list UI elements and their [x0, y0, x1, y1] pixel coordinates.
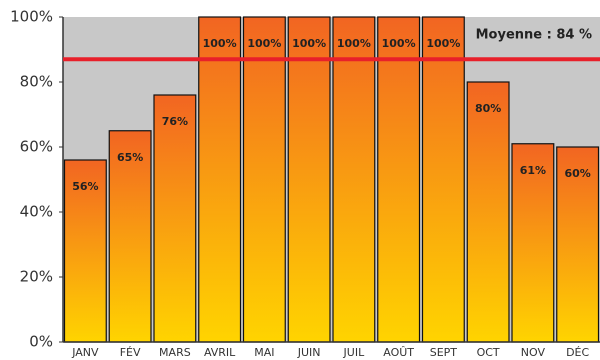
- x-tick-label: SEPT: [430, 346, 458, 359]
- bar: [153, 94, 197, 343]
- value-label: 100%: [426, 37, 460, 50]
- x-tick-label: JUIN: [297, 346, 321, 359]
- value-label: 65%: [117, 151, 143, 164]
- value-label: 100%: [247, 37, 281, 50]
- y-tick-label: 60%: [20, 138, 53, 156]
- value-label: 80%: [475, 102, 501, 115]
- bar: [332, 16, 376, 343]
- x-tick-label: OCT: [477, 346, 500, 359]
- x-tick-label: AOÛT: [383, 346, 414, 359]
- x-tick-label: NOV: [521, 346, 546, 359]
- x-tick-label: AVRIL: [204, 346, 236, 359]
- value-label: 100%: [337, 37, 371, 50]
- x-tick-label: DÉC: [566, 346, 589, 359]
- bar: [287, 16, 331, 343]
- y-tick-label: 20%: [20, 268, 53, 286]
- bar: [63, 159, 107, 343]
- x-tick-label: JUIL: [343, 346, 366, 359]
- average-annotation: Moyenne : 84 %: [476, 28, 592, 43]
- y-tick-label: 100%: [10, 8, 53, 26]
- value-label: 100%: [203, 37, 237, 50]
- bar: [421, 16, 465, 343]
- value-label: 60%: [564, 167, 590, 180]
- value-label: 61%: [520, 164, 546, 177]
- value-label: 56%: [72, 180, 98, 193]
- x-tick-label: MARS: [159, 346, 191, 359]
- x-tick-label: FÉV: [120, 346, 141, 359]
- x-tick-label: MAI: [254, 346, 274, 359]
- y-tick-label: 0%: [29, 333, 53, 351]
- x-tick-label: JANV: [71, 346, 99, 359]
- value-label: 100%: [292, 37, 326, 50]
- y-tick-label: 80%: [20, 73, 53, 91]
- value-label: 100%: [382, 37, 416, 50]
- value-label: 76%: [162, 115, 188, 128]
- bar: [377, 16, 421, 343]
- bar: [466, 81, 510, 343]
- plot-background: [63, 17, 600, 342]
- y-tick-label: 40%: [20, 203, 53, 221]
- bar: [242, 16, 286, 343]
- bar: [198, 16, 242, 343]
